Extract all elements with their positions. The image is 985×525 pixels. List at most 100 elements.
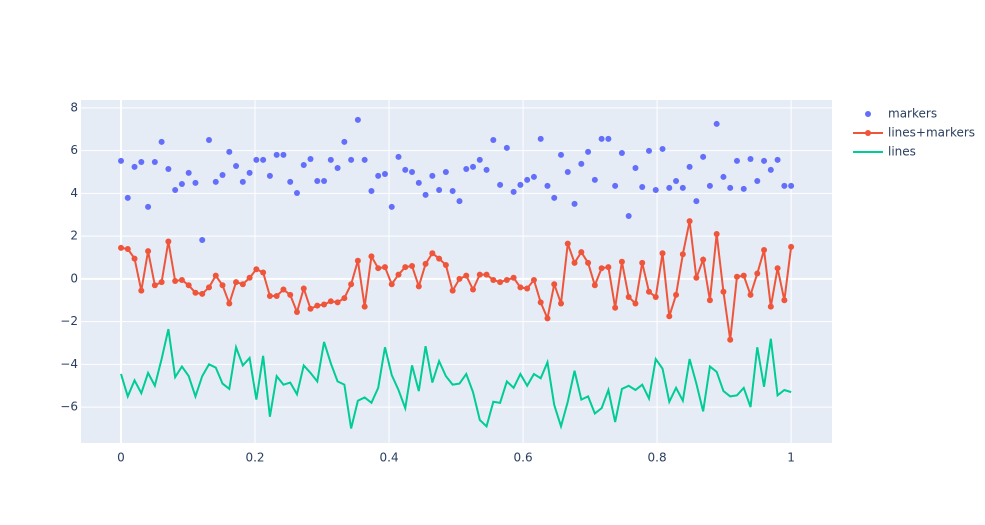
marker [673, 177, 680, 184]
y-tick-label: 4 [70, 186, 78, 200]
marker [490, 136, 497, 143]
line [120, 220, 793, 340]
marker [666, 313, 673, 320]
series [118, 116, 795, 243]
marker [172, 186, 179, 193]
marker [429, 250, 436, 257]
marker [727, 184, 734, 191]
marker [158, 138, 165, 145]
marker [476, 156, 483, 163]
marker [131, 163, 138, 170]
marker [266, 172, 273, 179]
marker [260, 156, 267, 163]
marker [788, 182, 795, 189]
y-tick-label: −4 [60, 357, 78, 371]
marker [747, 291, 754, 298]
marker [307, 305, 314, 312]
marker [354, 257, 361, 264]
marker [632, 300, 639, 307]
legend-item[interactable]: lines+markers [853, 126, 975, 140]
marker [436, 186, 443, 193]
marker [558, 151, 565, 158]
marker [334, 164, 341, 171]
y-tick-label: −6 [60, 400, 78, 414]
marker [233, 163, 240, 170]
marker [774, 156, 781, 163]
marker [740, 272, 747, 279]
marker [205, 136, 212, 143]
marker [537, 135, 544, 142]
marker [280, 151, 287, 158]
legend-label: markers [888, 107, 937, 121]
marker [645, 147, 652, 154]
marker [598, 135, 605, 142]
marker [219, 172, 226, 179]
marker [273, 151, 280, 158]
marker [375, 172, 382, 179]
x-tick-label: 0.2 [245, 451, 264, 465]
marker [578, 249, 585, 256]
series [118, 218, 795, 343]
marker [361, 156, 368, 163]
marker [639, 183, 646, 190]
x-tick-label: 0.8 [648, 451, 667, 465]
marker [260, 269, 267, 276]
marker [321, 177, 328, 184]
marker [463, 272, 470, 279]
marker [422, 191, 429, 198]
legend-item[interactable]: markers [865, 107, 937, 121]
marker [679, 251, 686, 258]
marker [774, 265, 781, 272]
marker [233, 279, 240, 286]
marker [388, 203, 395, 210]
marker [625, 213, 632, 220]
marker [409, 263, 416, 270]
marker [341, 295, 348, 302]
marker [239, 281, 246, 288]
marker [517, 284, 524, 291]
marker [679, 184, 686, 191]
marker [456, 198, 463, 205]
marker [422, 260, 429, 267]
marker [131, 255, 138, 262]
marker [212, 178, 219, 185]
marker [381, 170, 388, 177]
marker [510, 274, 517, 281]
x-tick-label: 0 [117, 451, 125, 465]
marker [300, 285, 307, 292]
marker [733, 157, 740, 164]
marker [327, 298, 334, 305]
marker [287, 291, 294, 298]
marker [118, 244, 125, 251]
x-tick-label: 0.6 [514, 451, 533, 465]
marker [253, 266, 260, 273]
marker [490, 276, 497, 283]
marker [720, 288, 727, 295]
x-tick-label: 0.4 [380, 451, 399, 465]
marker [470, 163, 477, 170]
marker [185, 169, 192, 176]
marker [158, 279, 165, 286]
marker [273, 292, 280, 299]
legend: markers lines+markers lines [853, 107, 975, 159]
marker [585, 259, 592, 266]
marker [476, 271, 483, 278]
marker [720, 173, 727, 180]
marker [733, 273, 740, 280]
marker [585, 148, 592, 155]
marker [185, 282, 192, 289]
series [120, 328, 792, 430]
legend-label: lines [888, 145, 916, 159]
marker [551, 281, 558, 288]
marker [618, 149, 625, 156]
marker [219, 282, 226, 289]
marker [503, 276, 510, 283]
marker [409, 169, 416, 176]
marker [354, 116, 361, 123]
marker [564, 169, 571, 176]
marker [124, 245, 131, 252]
marker [483, 271, 490, 278]
marker [429, 172, 436, 179]
marker [226, 300, 233, 307]
legend-item[interactable]: lines [853, 145, 916, 159]
